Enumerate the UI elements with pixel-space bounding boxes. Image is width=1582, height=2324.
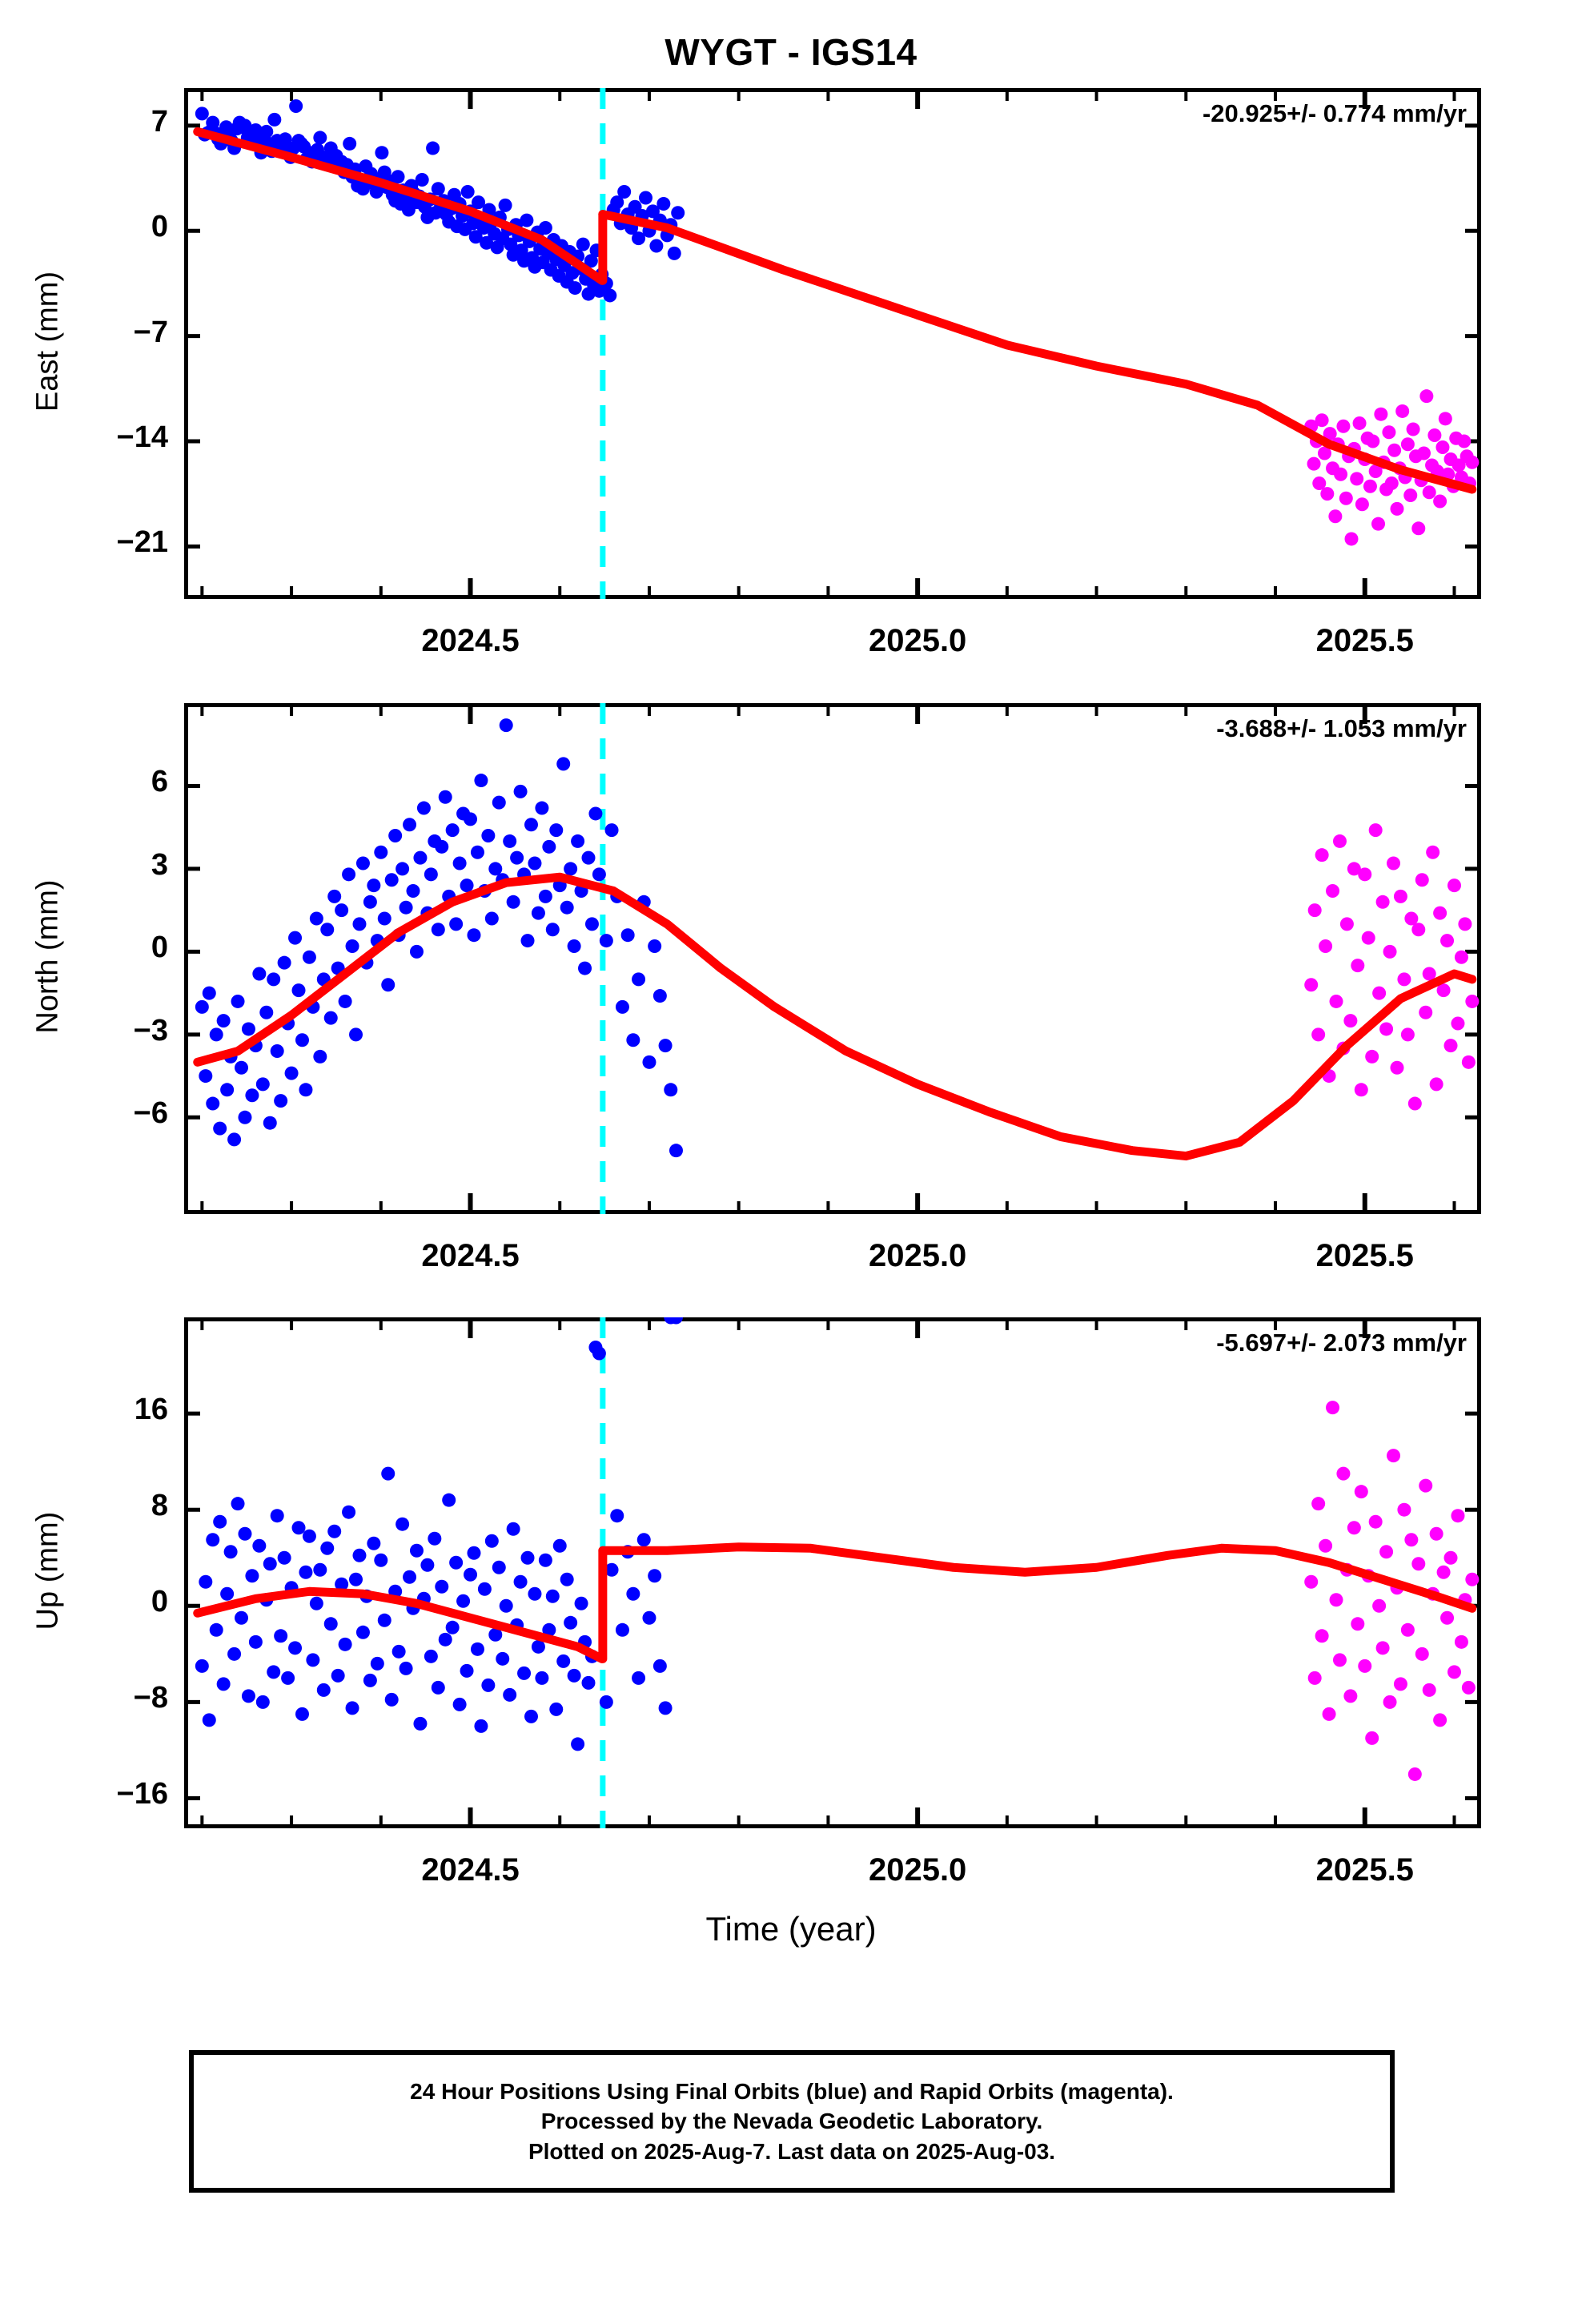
up-xtick-label: 2024.5 xyxy=(421,1852,520,1888)
final-orbit-points xyxy=(195,1317,683,1751)
east-xtick-label: 2024.5 xyxy=(421,623,520,658)
east-ytick-label: −7 xyxy=(133,315,168,349)
east-ytick-label: 7 xyxy=(151,104,168,139)
east-plot-canvas xyxy=(184,88,1481,599)
caption-line-2: Processed by the Nevada Geodetic Laborat… xyxy=(540,2109,1043,2134)
model-fit-line xyxy=(193,1586,607,1663)
up-ytick-label: 16 xyxy=(134,1393,168,1427)
caption-line-1: 24 Hour Positions Using Final Orbits (bl… xyxy=(410,2078,1174,2104)
model-fit-line xyxy=(598,210,1477,494)
north-ytick-label: 6 xyxy=(151,765,168,799)
east-xtick-label: 2025.5 xyxy=(1315,623,1414,658)
up-ytick-label: 8 xyxy=(151,1489,168,1523)
rapid-orbit-points xyxy=(1304,1401,1480,1781)
east-ytick-label: 0 xyxy=(151,210,168,244)
north-plot-canvas xyxy=(184,703,1481,1214)
up-rate-annotation: -5.697+/- 2.073 mm/yr xyxy=(1216,1329,1467,1357)
model-fit-line xyxy=(193,127,607,285)
east-rate-annotation: -20.925+/- 0.774 mm/yr xyxy=(1202,99,1467,127)
x-axis-title: Time (year) xyxy=(705,1910,877,1948)
page-title: WYGT - IGS14 xyxy=(665,31,917,73)
east-xtick-label: 2025.0 xyxy=(868,623,967,658)
up-ytick-label: 0 xyxy=(151,1585,168,1619)
rapid-orbit-points xyxy=(1304,823,1480,1111)
east-ytick-label: −21 xyxy=(116,525,168,560)
north-ytick-label: −6 xyxy=(133,1096,168,1131)
east-ytick-label: −14 xyxy=(116,420,168,454)
final-orbit-points xyxy=(195,718,683,1158)
up-plot-frame xyxy=(184,1317,1481,1828)
north-xtick-label: 2024.5 xyxy=(421,1238,520,1273)
model-fit-line xyxy=(598,1542,1477,1613)
north-plot-frame xyxy=(184,703,1481,1214)
caption-line-3: Plotted on 2025-Aug-7. Last data on 2025… xyxy=(528,2138,1056,2164)
north-xtick-label: 2025.0 xyxy=(868,1238,967,1273)
up-ytick-label: −8 xyxy=(133,1681,168,1715)
up-ytick-label: −16 xyxy=(116,1777,168,1811)
up-xtick-label: 2025.5 xyxy=(1315,1852,1414,1888)
north-ytick-label: −3 xyxy=(133,1013,168,1047)
up-component-panel: -5.697+/- 2.073 mm/yr xyxy=(184,1317,1481,1828)
east-component-panel: -20.925+/- 0.774 mm/yr xyxy=(184,88,1481,599)
north-component-panel: -3.688+/- 1.053 mm/yr xyxy=(184,703,1481,1214)
up-plot-canvas xyxy=(184,1317,1481,1828)
north-ytick-label: 0 xyxy=(151,931,168,965)
caption-box: 24 Hour Positions Using Final Orbits (bl… xyxy=(189,2050,1395,2193)
north-rate-annotation: -3.688+/- 1.053 mm/yr xyxy=(1216,714,1467,742)
north-xtick-label: 2025.5 xyxy=(1315,1238,1414,1273)
up-xtick-label: 2025.0 xyxy=(868,1852,967,1888)
north-ytick-label: 3 xyxy=(151,847,168,882)
model-fit-line xyxy=(193,872,1477,1161)
